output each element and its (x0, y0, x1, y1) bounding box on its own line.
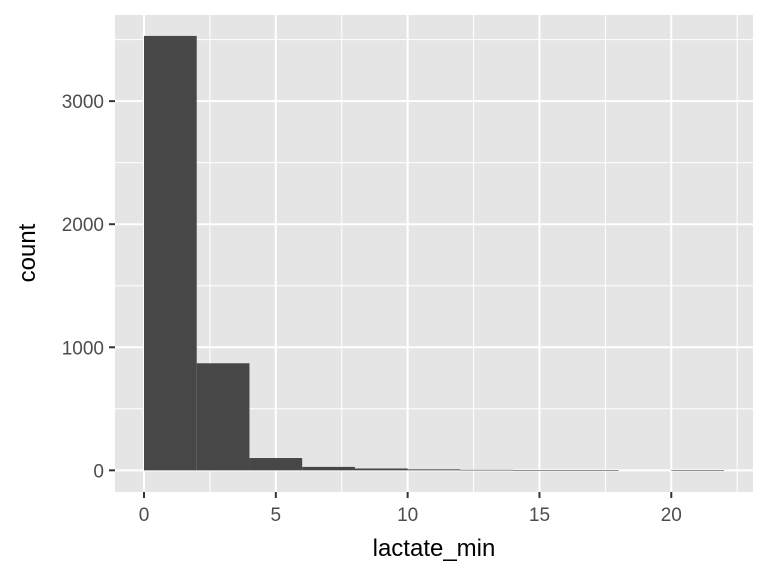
x-tick-label: 10 (397, 505, 418, 526)
histogram-bar-5 (407, 469, 461, 471)
minor-gridlines (115, 15, 753, 492)
histogram-bar-6 (460, 469, 514, 471)
histogram-bar-2 (249, 458, 303, 471)
x-axis-title: lactate_min (373, 535, 496, 562)
y-tick-label: 0 (93, 461, 104, 482)
histogram-bar-8 (565, 470, 619, 471)
x-tick-label: 5 (271, 505, 282, 526)
y-tick-label: 1000 (62, 338, 104, 359)
histogram-bar-4 (354, 468, 408, 471)
histogram-bar-10 (671, 470, 724, 471)
y-tick-label: 2000 (62, 215, 104, 236)
y-axis: 0 1000 2000 3000 (62, 92, 115, 482)
histogram-bar-0 (144, 35, 197, 471)
x-axis: 0 5 10 15 20 (139, 492, 682, 526)
histogram-bars (144, 35, 724, 471)
x-tick-label: 0 (139, 505, 150, 526)
histogram-bar-1 (196, 363, 250, 471)
x-tick-label: 15 (529, 505, 550, 526)
histogram-bar-3 (302, 466, 355, 471)
x-tick-label: 20 (661, 505, 682, 526)
histogram-bar-7 (513, 470, 566, 471)
y-axis-title: count (14, 223, 41, 282)
y-tick-label: 3000 (62, 92, 104, 113)
